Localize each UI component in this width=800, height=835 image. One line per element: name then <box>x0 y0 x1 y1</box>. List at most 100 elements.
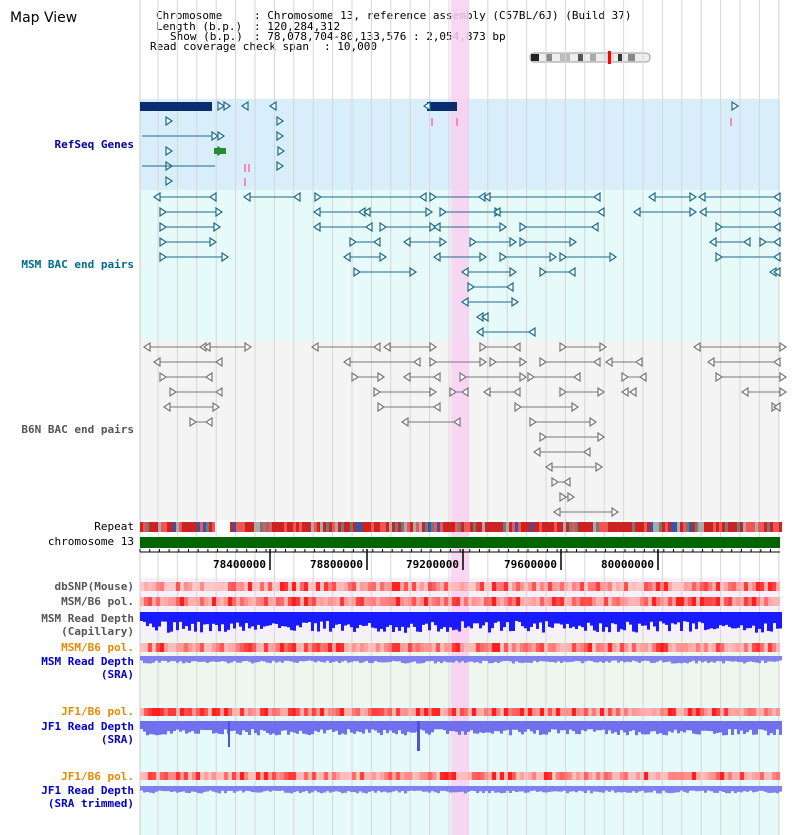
repeat-segment <box>242 522 245 532</box>
depth-bar <box>476 721 479 734</box>
track-label-b6n-bac[interactable]: B6N BAC end pairs <box>21 423 134 436</box>
depth-bar <box>596 612 599 632</box>
depth-bar <box>272 721 275 734</box>
depth-bar <box>617 656 620 663</box>
depth-bar <box>662 786 665 791</box>
track-label-msm-depth-capillary[interactable]: MSM Read Depth <box>41 612 134 625</box>
depth-bar <box>731 656 734 662</box>
track-label-chromosome[interactable]: chromosome 13 <box>47 535 134 548</box>
b6n-bac-end-pairs[interactable] <box>142 341 788 518</box>
heat-cell <box>224 597 228 606</box>
heat-cell <box>576 582 580 591</box>
info-coverage-label: Read coverage check span <box>150 40 309 53</box>
track-label-msm-depth-sra-sub[interactable]: (SRA) <box>100 668 134 681</box>
track-label-msm-bac[interactable]: MSM BAC end pairs <box>21 258 134 271</box>
heat-cell <box>288 643 292 652</box>
track-label-jf1-depth-sra[interactable]: JF1 Read Depth <box>41 720 134 733</box>
depth-bar <box>197 721 200 734</box>
depth-bar <box>455 721 458 732</box>
depth-bar <box>656 612 659 632</box>
heat-cell <box>608 582 612 591</box>
depth-bar <box>638 786 641 792</box>
heat-cell <box>404 708 408 716</box>
depth-bar <box>452 786 455 793</box>
track-label-jf1-b6-pol[interactable]: JF1/B6 pol. <box>61 705 134 718</box>
heat-cell <box>344 772 348 780</box>
bac-end-mark <box>779 371 788 383</box>
track-label-repeat[interactable]: Repeat <box>94 520 134 533</box>
track-label-jf1-depth-trimmed-sub[interactable]: (SRA trimmed) <box>47 797 134 810</box>
track-label-jf1-depth-trimmed[interactable]: JF1 Read Depth <box>41 784 134 797</box>
heat-cell <box>420 582 424 591</box>
repeat-segment <box>308 522 311 532</box>
heat-cell <box>556 643 560 652</box>
msm-bac-end-pairs[interactable] <box>152 191 781 338</box>
depth-bar <box>692 612 695 624</box>
bac-end-mark <box>214 386 223 398</box>
bac-end-mark <box>597 386 606 398</box>
depth-bar <box>431 612 434 623</box>
track-label-dbsnp[interactable]: dbSNP(Mouse) <box>54 580 134 593</box>
track-label-refseq[interactable]: RefSeq Genes <box>54 138 134 151</box>
bac-end-mark <box>527 326 536 338</box>
heat-cell <box>700 772 704 780</box>
heat-cell <box>256 597 260 606</box>
repeat-segment <box>212 522 215 532</box>
chromosome-ideogram[interactable] <box>529 51 651 64</box>
repeat-segment <box>476 522 479 532</box>
heat-cell <box>628 597 632 606</box>
heat-cell <box>720 772 724 780</box>
heat-cell <box>632 708 636 716</box>
track-label-jf1-depth-sra-sub[interactable]: (SRA) <box>100 733 134 746</box>
depth-bar <box>437 612 440 632</box>
repeat-segment <box>155 522 158 532</box>
repeat-segment <box>656 522 659 532</box>
track-label-msm-b6-pol-2[interactable]: MSM/B6 pol. <box>61 641 134 654</box>
heat-cell <box>300 643 304 652</box>
depth-bar <box>329 721 332 730</box>
repeat-segment <box>389 522 392 532</box>
heat-cell <box>244 772 248 780</box>
track-label-jf1-b6-pol-2[interactable]: JF1/B6 pol. <box>61 770 134 783</box>
track-label-msm-depth-capillary-sub[interactable]: (Capillary) <box>61 625 134 638</box>
repeat-segment <box>758 522 761 532</box>
heat-tracks[interactable] <box>140 582 780 780</box>
repeat-track[interactable] <box>140 522 782 532</box>
heat-cell <box>360 772 364 780</box>
heat-cell <box>716 772 720 780</box>
chromosome-bar[interactable] <box>140 537 780 548</box>
bac-end-mark <box>351 371 360 383</box>
depth-bar <box>488 786 491 794</box>
heat-cell <box>328 643 332 652</box>
heat-cell <box>600 708 604 716</box>
heat-cell <box>304 582 308 591</box>
heat-cell <box>316 582 320 591</box>
depth-bar <box>281 721 284 731</box>
depth-bar <box>230 786 233 791</box>
depth-bar <box>653 786 656 791</box>
depth-tracks[interactable] <box>140 612 782 794</box>
heat-cell <box>764 643 768 652</box>
heat-cell <box>436 772 440 780</box>
heat-cell <box>292 708 296 716</box>
heat-cell <box>464 597 468 606</box>
heat-cell <box>500 597 504 606</box>
repeat-segment <box>236 522 239 532</box>
repeat-segment <box>251 522 254 532</box>
repeat-segment <box>182 522 185 532</box>
track-label-msm-b6-pol[interactable]: MSM/B6 pol. <box>61 595 134 608</box>
depth-bar <box>347 612 350 625</box>
heat-cell <box>680 708 684 716</box>
heat-cell <box>568 772 572 780</box>
refseq-genes[interactable] <box>140 100 740 187</box>
heat-cell <box>404 772 408 780</box>
depth-bar <box>488 721 491 733</box>
repeat-segment <box>245 522 248 532</box>
repeat-segment <box>695 522 698 532</box>
repeat-segment <box>527 522 530 532</box>
track-label-msm-depth-sra[interactable]: MSM Read Depth <box>41 655 134 668</box>
heat-cell <box>152 643 156 652</box>
depth-bar <box>767 656 770 662</box>
heat-cell <box>248 772 252 780</box>
